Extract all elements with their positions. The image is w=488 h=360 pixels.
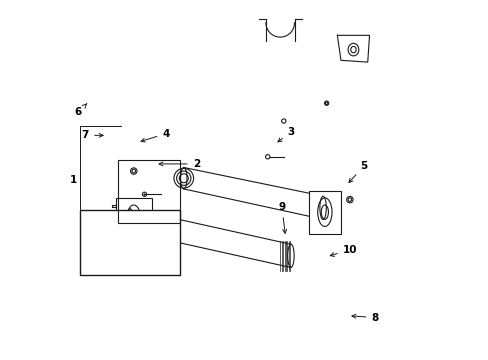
Text: 3: 3 [277, 127, 294, 142]
Text: 4: 4 [141, 129, 169, 142]
Text: 1: 1 [69, 175, 77, 185]
Text: 10: 10 [330, 245, 357, 256]
Text: 6: 6 [75, 104, 86, 117]
Polygon shape [337, 35, 369, 62]
Bar [116, 198, 151, 241]
Text: 5: 5 [348, 161, 367, 183]
Bar [308, 191, 340, 234]
Text: 8: 8 [351, 312, 378, 323]
Bar [80, 210, 180, 275]
Text: 7: 7 [81, 130, 103, 140]
Text: 2: 2 [159, 159, 200, 169]
Text: 9: 9 [278, 202, 286, 233]
Bar [118, 160, 180, 223]
